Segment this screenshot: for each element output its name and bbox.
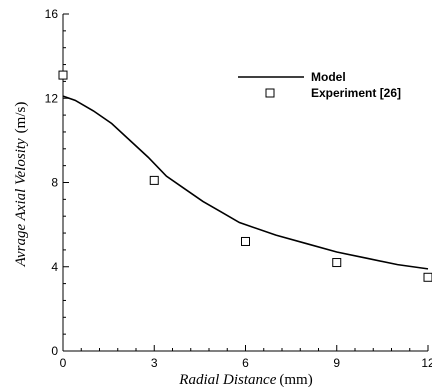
- x-tick-label: 12: [421, 356, 432, 370]
- legend-experiment-label: Experiment [26]: [311, 86, 401, 100]
- y-tick-label: 12: [45, 91, 59, 105]
- x-axis-label: Radial Distance: [178, 372, 276, 387]
- y-axis-ticks: 0 4 8 12 16: [45, 7, 69, 358]
- experiment-point: [423, 272, 432, 282]
- experiment-point: [332, 258, 342, 268]
- plot-frame: [62, 14, 428, 352]
- x-axis-ticks: 0 3 6 9 12: [60, 345, 432, 370]
- experiment-point: [149, 175, 159, 185]
- experiment-point: [58, 70, 68, 80]
- x-tick-label: 9: [333, 356, 340, 370]
- legend: Model Experiment [26]: [238, 70, 401, 100]
- y-axis-title: Avrage Axial Velosity (m/s): [13, 102, 29, 268]
- y-tick-label: 8: [51, 176, 58, 190]
- series-layer: [58, 70, 432, 282]
- legend-model-label: Model: [311, 70, 346, 84]
- x-tick-label: 0: [60, 356, 67, 370]
- x-axis-title: Radial Distance (mm): [178, 372, 312, 387]
- y-axis-label: Avrage Axial Velosity: [13, 138, 29, 267]
- legend-experiment-marker: [265, 88, 275, 98]
- experiment-point: [241, 236, 250, 246]
- y-axis-unit: (m/s): [13, 102, 29, 134]
- y-tick-label: 0: [51, 344, 58, 358]
- model-series-line: [62, 95, 429, 270]
- x-axis-unit: (mm): [279, 372, 312, 387]
- x-tick-label: 3: [151, 356, 158, 370]
- x-tick-label: 6: [242, 356, 249, 370]
- y-tick-label: 4: [51, 260, 58, 274]
- y-tick-label: 16: [45, 7, 59, 21]
